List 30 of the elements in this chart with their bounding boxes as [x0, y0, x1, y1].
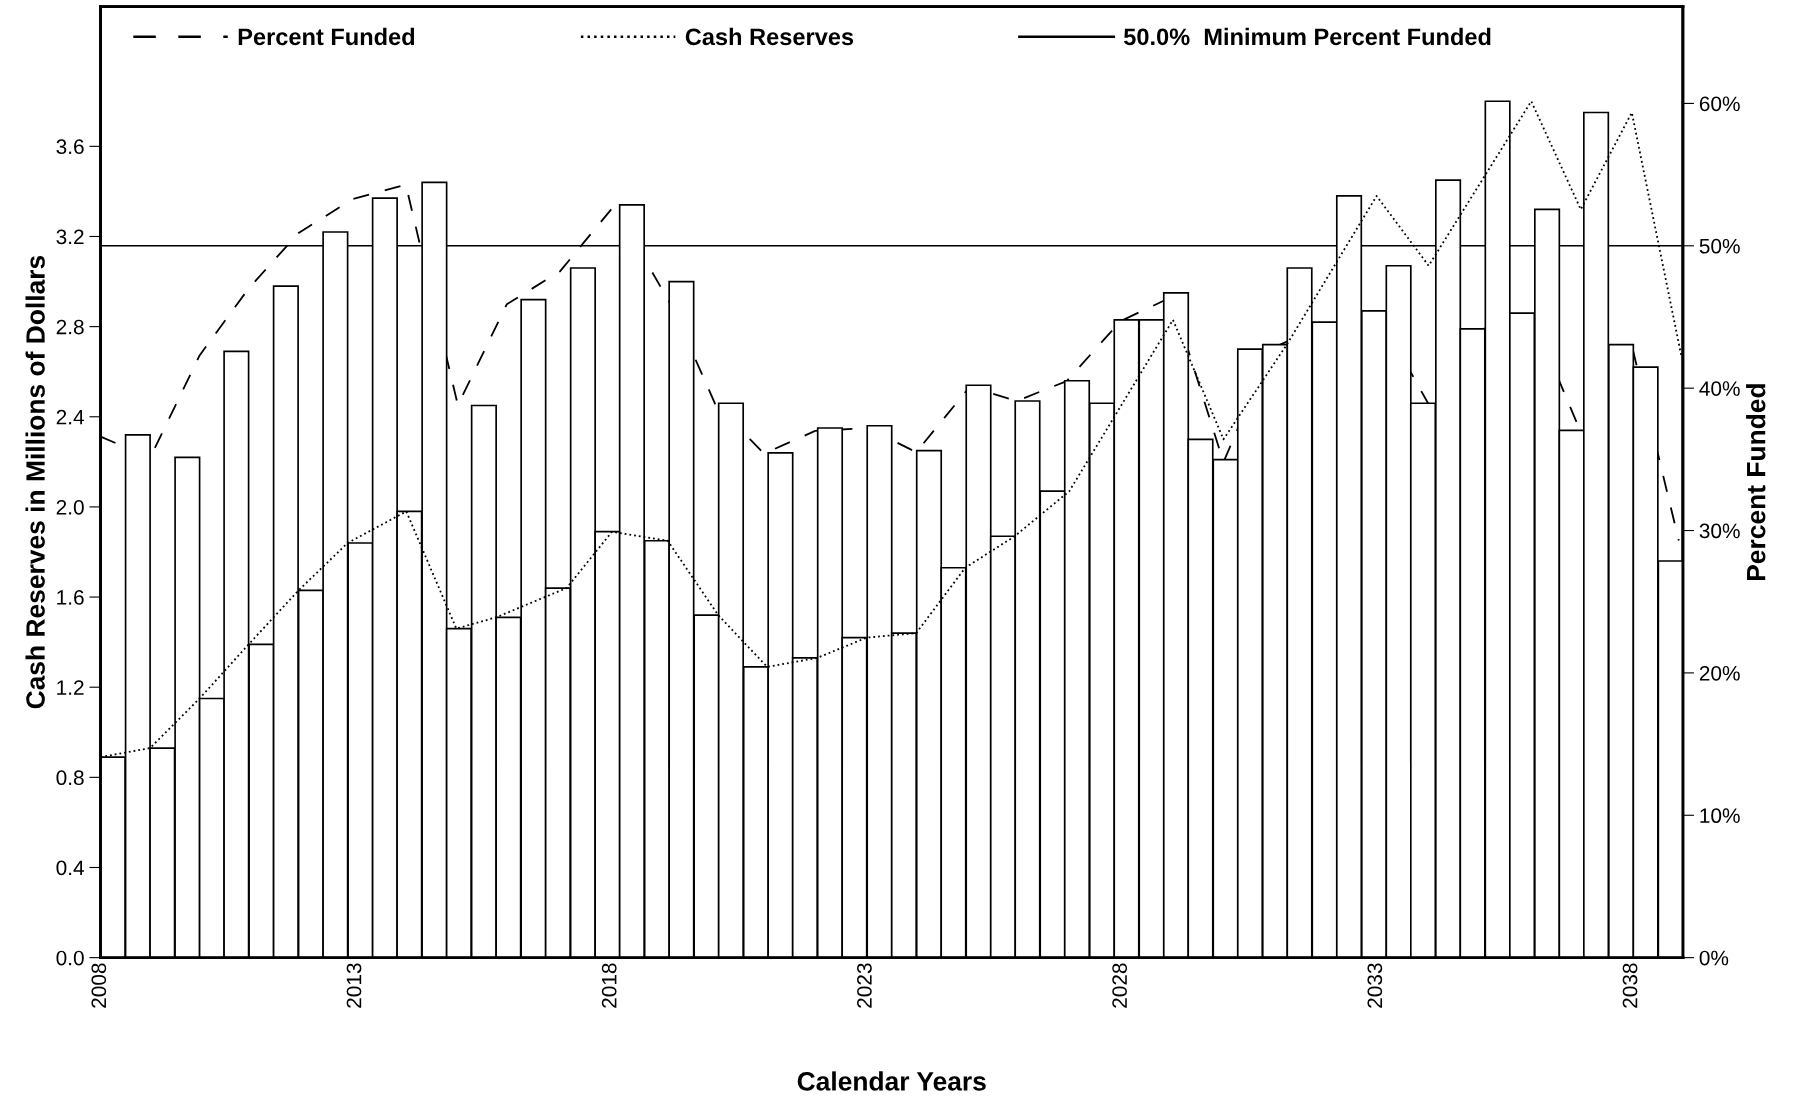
y2-tick-label: 40% — [1699, 381, 1740, 396]
y2-tick-label: 10% — [1700, 808, 1740, 824]
y-tick-label: 1.6 — [57, 590, 84, 605]
y2-tick-label: 30% — [1699, 523, 1740, 539]
y-tick-label: 2.0 — [56, 499, 84, 515]
x-tick-label: 2038 — [1622, 963, 1638, 1008]
y2-tick-label: 0% — [1699, 950, 1729, 966]
legend-label: 50.0% Minimum Percent Funded — [1123, 27, 1491, 46]
x-axis-title: Calendar Years — [797, 1071, 986, 1091]
y-tick-label: 2.4 — [56, 409, 84, 425]
x-tick-label: 2013 — [346, 963, 362, 1008]
x-tick-label: 2008 — [91, 963, 107, 1008]
x-tick-label: 2018 — [601, 963, 617, 1008]
x-tick-label: 2028 — [1112, 963, 1127, 1008]
y-axis-title: Cash Reserves in Millions of Dollars — [25, 255, 45, 709]
y2-tick-label: 60% — [1699, 96, 1740, 112]
y-tick-label: 0.4 — [56, 860, 84, 876]
y-tick-label: 0.0 — [56, 950, 84, 966]
y-tick-label: 1.2 — [57, 680, 84, 695]
legend-label: Percent Funded — [238, 27, 415, 46]
y2-axis-title: Percent Funded — [1746, 384, 1766, 581]
x-tick-label: 2033 — [1367, 963, 1383, 1008]
y-tick-label: 3.6 — [56, 139, 84, 155]
y-tick-label: 0.8 — [56, 770, 84, 786]
y-tick-label: 3.2 — [56, 229, 84, 245]
y-tick-label: 2.8 — [56, 319, 84, 335]
y2-tick-label: 20% — [1699, 665, 1740, 681]
x-tick-label: 2023 — [857, 963, 872, 1008]
legend-label: Cash Reserves — [685, 27, 854, 46]
y2-tick-label: 50% — [1699, 238, 1740, 254]
